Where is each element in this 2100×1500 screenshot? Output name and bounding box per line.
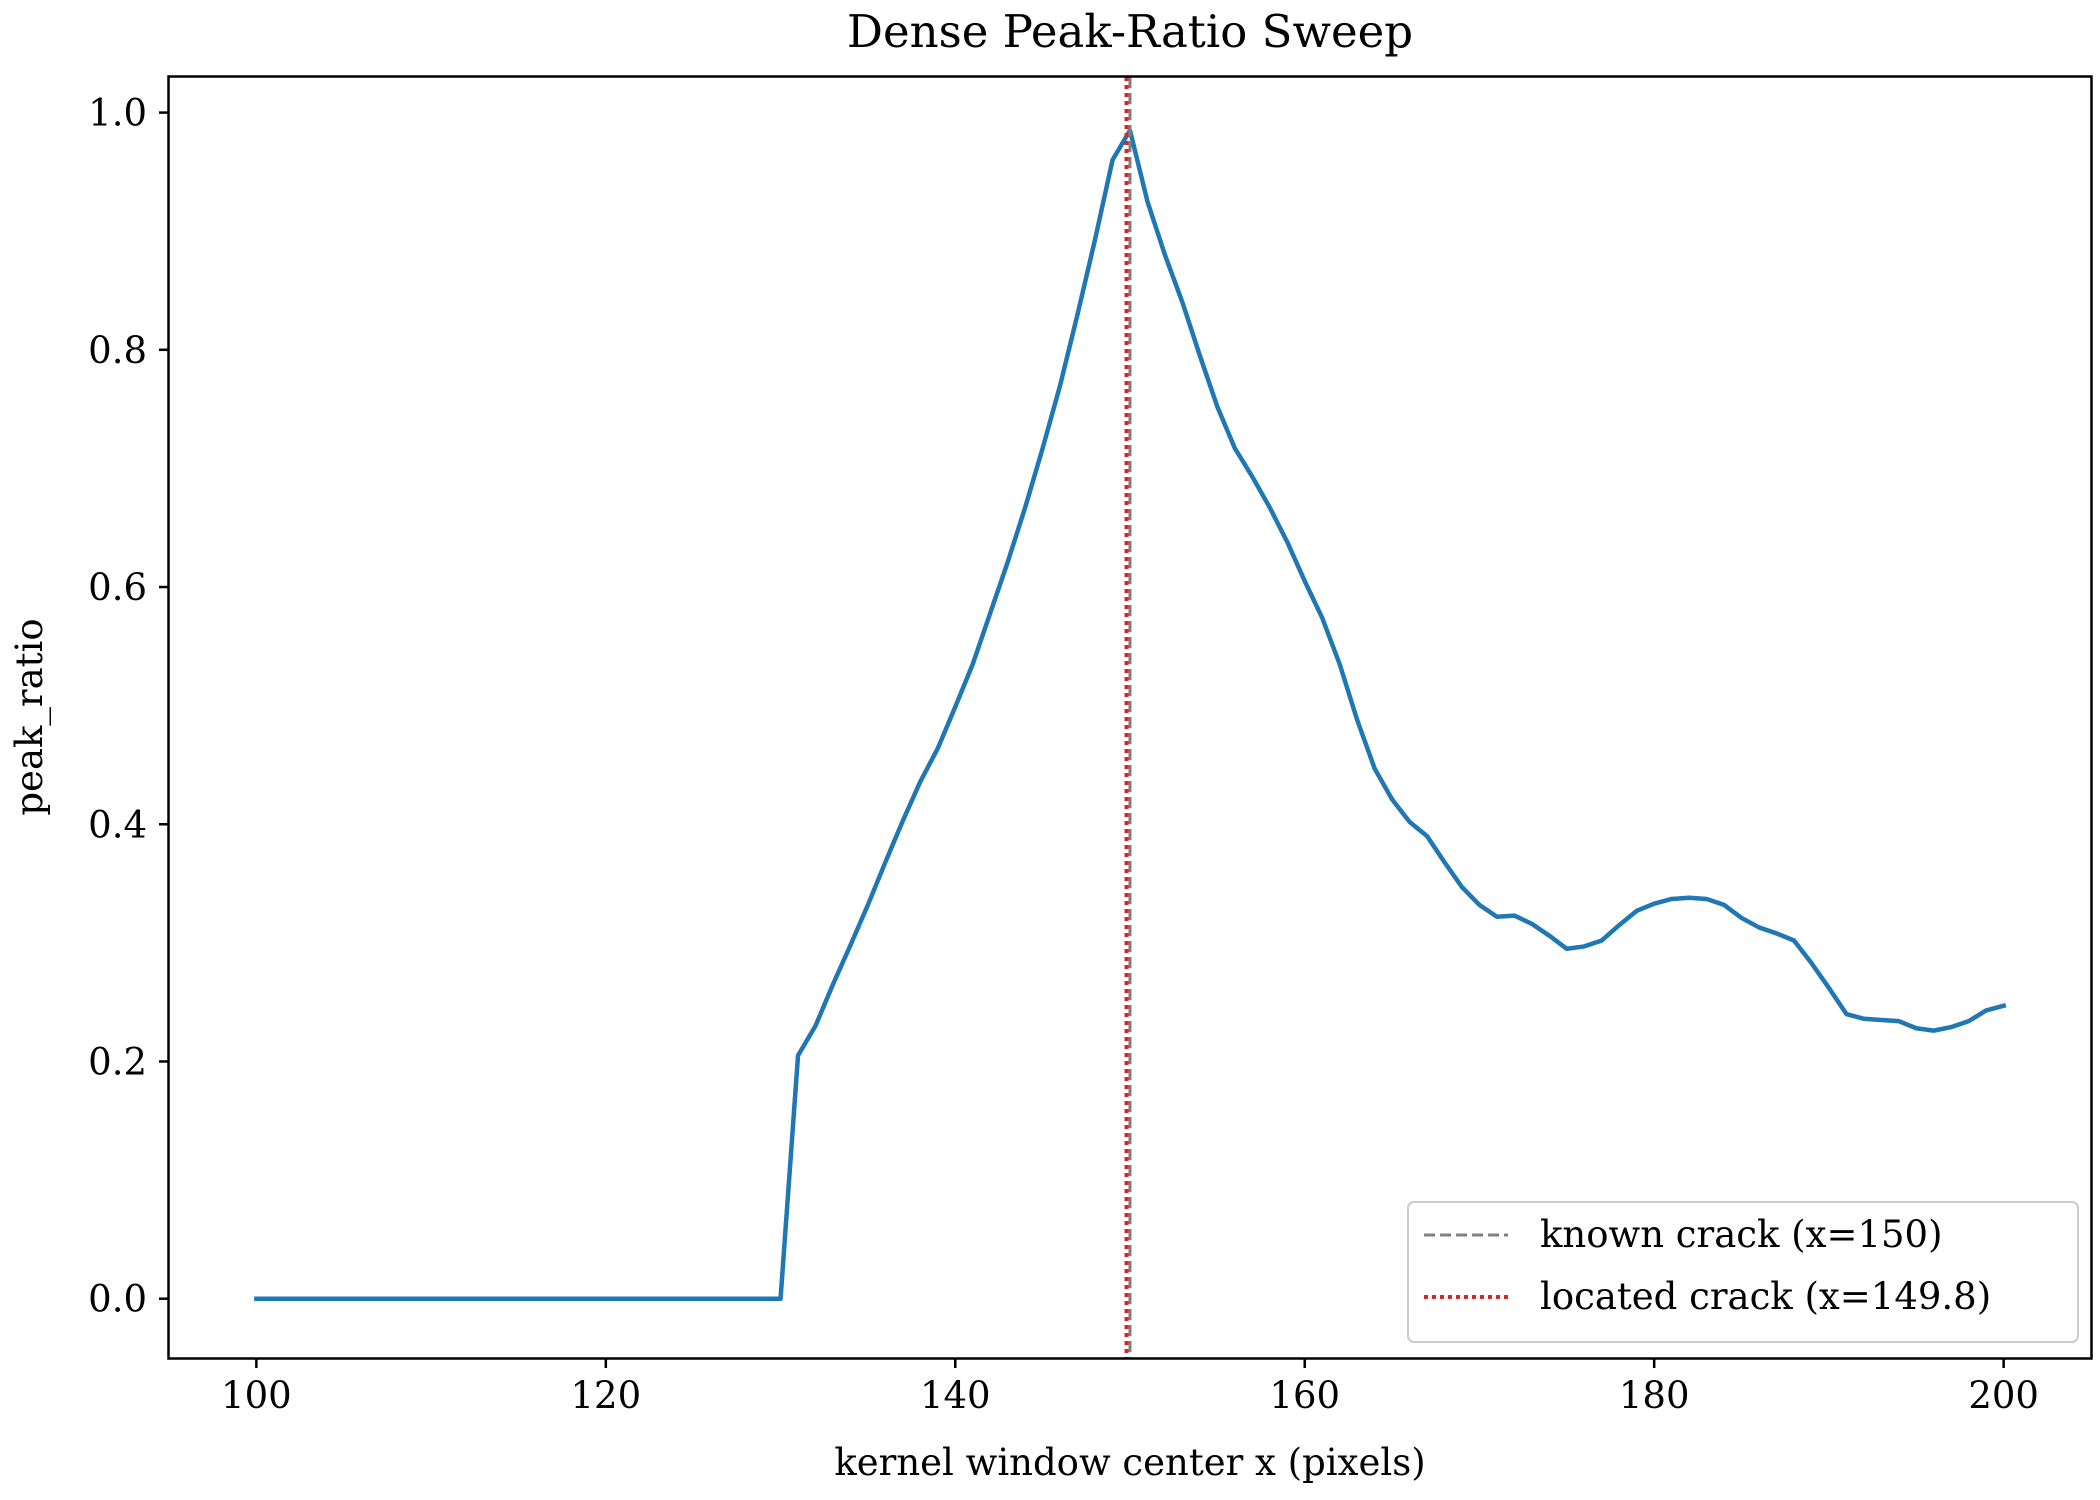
y-tick-label: 0.4 (88, 803, 147, 846)
x-axis: 100 120 140 160 180 200 (221, 1358, 2039, 1417)
series-line-0 (254, 128, 2007, 1301)
y-tick-label: 1.0 (88, 92, 147, 135)
x-tick-label: 100 (221, 1374, 292, 1417)
x-axis-label: kernel window center x (pixels) (834, 1441, 1425, 1484)
legend-label-known-crack: known crack (x=150) (1540, 1213, 1943, 1256)
y-tick-label: 0.2 (88, 1040, 147, 1083)
y-tick-label: 0.6 (88, 566, 147, 609)
x-tick-label: 120 (571, 1374, 642, 1417)
y-axis-label: peak_ratio (8, 618, 52, 815)
x-tick-label: 180 (1619, 1374, 1690, 1417)
y-axis: 0.0 0.2 0.4 0.6 0.8 1.0 (88, 92, 169, 1321)
plot-frame (167, 75, 2093, 1360)
legend-box (1407, 1201, 2079, 1343)
legend-label-located-crack: located crack (x=149.8) (1540, 1275, 1991, 1318)
x-tick-label: 160 (1269, 1374, 1340, 1417)
y-tick-label: 0.0 (88, 1278, 147, 1321)
y-tick-label: 0.8 (88, 329, 147, 372)
plot-content (254, 77, 2007, 1358)
x-tick-label: 200 (1968, 1374, 2039, 1417)
chart-title: Dense Peak-Ratio Sweep (847, 5, 1413, 58)
legend: known crack (x=150) located crack (x=149… (1407, 1201, 2079, 1343)
x-tick-label: 140 (920, 1374, 991, 1417)
